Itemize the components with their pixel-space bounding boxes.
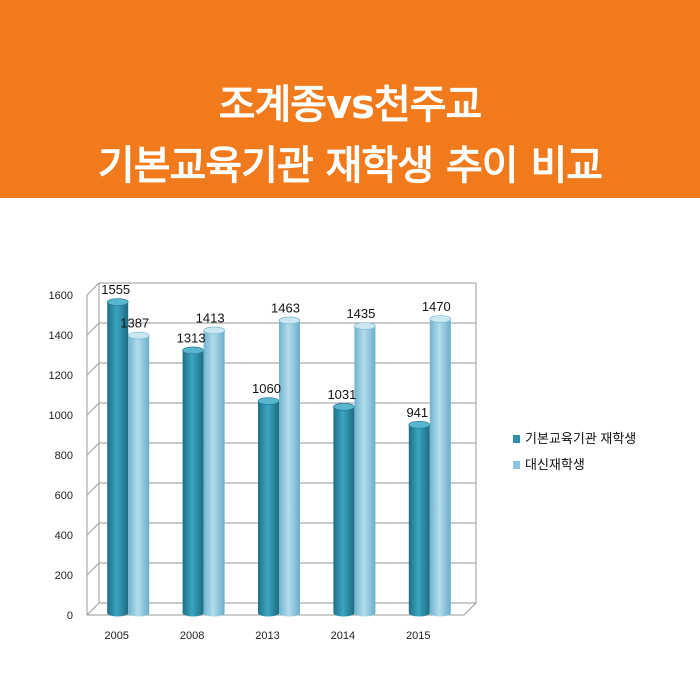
header-banner: 조계종vs천주교 기본교육기관 재학생 추이 비교 bbox=[0, 0, 700, 198]
data-label: 1387 bbox=[120, 316, 149, 331]
data-label: 1313 bbox=[177, 330, 206, 345]
bar-body bbox=[354, 326, 376, 617]
gridline-connector bbox=[86, 402, 100, 416]
bar-body bbox=[107, 302, 129, 617]
y-tick-label: 1200 bbox=[49, 370, 73, 382]
data-label: 1060 bbox=[252, 381, 281, 396]
bar bbox=[127, 331, 150, 617]
legend-label: 기본교육기관 재학생 bbox=[525, 431, 636, 446]
bar-layer bbox=[106, 298, 452, 617]
bar bbox=[257, 397, 280, 617]
bar-body bbox=[408, 424, 430, 617]
gridline-connector bbox=[86, 322, 100, 336]
x-tick-label: 2008 bbox=[180, 630, 204, 642]
x-tick-label: 2014 bbox=[331, 630, 355, 642]
bar bbox=[182, 346, 204, 617]
bar-chart: 0 200 400 600 800 1000 1200 1400 1600 2005 2008 201… bbox=[49, 282, 637, 642]
title-line-1: 조계종vs천주교 bbox=[218, 82, 483, 128]
bar-top bbox=[429, 315, 452, 323]
y-tick-label: 1600 bbox=[49, 290, 73, 302]
gridline-connector bbox=[86, 602, 100, 616]
bar bbox=[278, 316, 301, 617]
gridline-connector bbox=[86, 442, 100, 456]
gridline-connector bbox=[86, 482, 100, 496]
gridline-connector bbox=[86, 522, 100, 536]
bar-body bbox=[258, 401, 279, 617]
data-label: 1031 bbox=[327, 387, 356, 402]
bar-body bbox=[182, 350, 204, 617]
bar bbox=[354, 322, 376, 617]
bar-body bbox=[203, 330, 225, 617]
bar-top bbox=[354, 322, 376, 330]
data-label: 1413 bbox=[196, 310, 225, 325]
bar-body bbox=[429, 319, 451, 617]
title-line-2: 기본교육기관 재학생 추이 비교 bbox=[97, 143, 603, 189]
bar-top bbox=[278, 316, 301, 325]
axis-layer: 0 200 400 600 800 1000 1200 1400 1600 2005 2008 201… bbox=[49, 290, 431, 642]
bar-top bbox=[182, 346, 204, 355]
bar-body bbox=[279, 320, 300, 617]
legend-label: 대신재학생 bbox=[525, 457, 585, 472]
y-tick-label: 600 bbox=[55, 490, 73, 502]
x-tick-label: 2005 bbox=[104, 630, 128, 642]
floor-side-edge bbox=[463, 602, 477, 616]
bar-top bbox=[333, 403, 355, 411]
bar bbox=[429, 315, 452, 617]
data-label: 1463 bbox=[271, 300, 300, 315]
data-label: 1435 bbox=[346, 306, 375, 321]
bar bbox=[408, 421, 431, 617]
y-tick-label: 400 bbox=[55, 530, 73, 542]
bar-top bbox=[203, 326, 225, 335]
bar-top bbox=[106, 298, 129, 306]
y-tick-label: 1400 bbox=[49, 330, 73, 342]
x-tick-label: 2015 bbox=[406, 630, 430, 642]
label-layer: 1555 1387 1313 1413 1060 1463 1031 1435 941 1470 bbox=[101, 282, 451, 420]
y-tick-label: 800 bbox=[55, 450, 73, 462]
x-tick-label: 2013 bbox=[255, 630, 279, 642]
gridline-connector bbox=[86, 562, 100, 576]
data-label: 1555 bbox=[101, 282, 130, 297]
bar bbox=[106, 298, 129, 617]
bar-body bbox=[128, 335, 150, 617]
bar bbox=[333, 403, 355, 617]
bar-top bbox=[408, 421, 431, 429]
bar bbox=[203, 326, 225, 617]
bar-top bbox=[127, 331, 150, 340]
gridline-connector bbox=[86, 362, 100, 376]
bar-top bbox=[257, 397, 280, 405]
data-label: 941 bbox=[406, 405, 428, 420]
data-label: 1470 bbox=[422, 299, 451, 314]
y-tick-label: 200 bbox=[55, 570, 73, 582]
y-tick-label: 1000 bbox=[49, 410, 73, 422]
gridline-connector bbox=[86, 282, 100, 296]
bar-body bbox=[333, 406, 355, 617]
y-tick-label: 0 bbox=[67, 610, 73, 622]
legend-swatch bbox=[513, 435, 520, 443]
legend-swatch bbox=[513, 461, 520, 469]
